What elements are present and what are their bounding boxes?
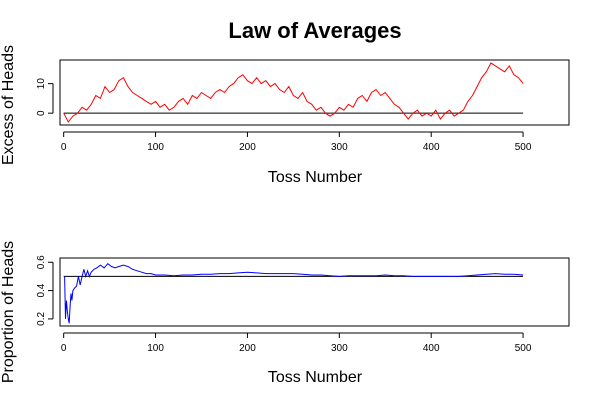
proportion-heads-x-tick-label: 0 [61, 343, 67, 354]
excess-heads-plot-frame [59, 59, 570, 126]
proportion-heads-x-tick-label: 500 [515, 343, 532, 354]
proportion-heads-x-tick-label: 200 [239, 343, 256, 354]
excess-heads-series-line [63, 62, 524, 123]
proportion-heads-x-axis-label: Toss Number [268, 369, 363, 386]
chart-title: Law of Averages [228, 18, 401, 43]
excess-heads-x-tick-label: 300 [331, 142, 348, 153]
proportion-heads-x-tick-label: 400 [423, 343, 440, 354]
proportion-heads-y-axis-label: Proportion of Heads [0, 241, 17, 383]
excess-heads-x-tick-label: 500 [515, 142, 532, 153]
excess-heads-x-tick-label: 400 [423, 142, 440, 153]
excess-heads-panel: 0 100 200 300 400 500 0 10 Toss Number Excess … [0, 45, 570, 186]
proportion-heads-x-tick-label: 100 [147, 343, 164, 354]
excess-heads-x-axis-label: Toss Number [268, 169, 363, 186]
proportion-heads-panel: 0 100 200 300 400 500 0.2 0.4 0.6 Toss Number P… [0, 241, 570, 386]
proportion-heads-plot-frame [59, 257, 570, 327]
proportion-heads-y-tick-label: 0.4 [36, 283, 47, 297]
excess-heads-x-axis: 0 100 200 300 400 500 [61, 131, 532, 153]
excess-heads-y-tick-label: 0 [36, 110, 47, 116]
excess-heads-x-tick-label: 0 [61, 142, 67, 153]
proportion-heads-y-axis: 0.2 0.4 0.6 [36, 255, 54, 326]
proportion-heads-y-tick-label: 0.6 [36, 255, 47, 269]
excess-heads-x-tick-label: 200 [239, 142, 256, 153]
proportion-heads-x-tick-label: 300 [331, 343, 348, 354]
excess-heads-x-tick-label: 100 [147, 142, 164, 153]
excess-heads-y-axis: 0 10 [36, 78, 54, 116]
excess-heads-y-axis-label: Excess of Heads [0, 45, 17, 165]
proportion-heads-x-axis: 0 100 200 300 400 500 [61, 332, 532, 354]
proportion-heads-y-tick-label: 0.2 [36, 312, 47, 326]
excess-heads-y-tick-label: 10 [36, 78, 47, 90]
proportion-heads-series-line [64, 263, 524, 324]
